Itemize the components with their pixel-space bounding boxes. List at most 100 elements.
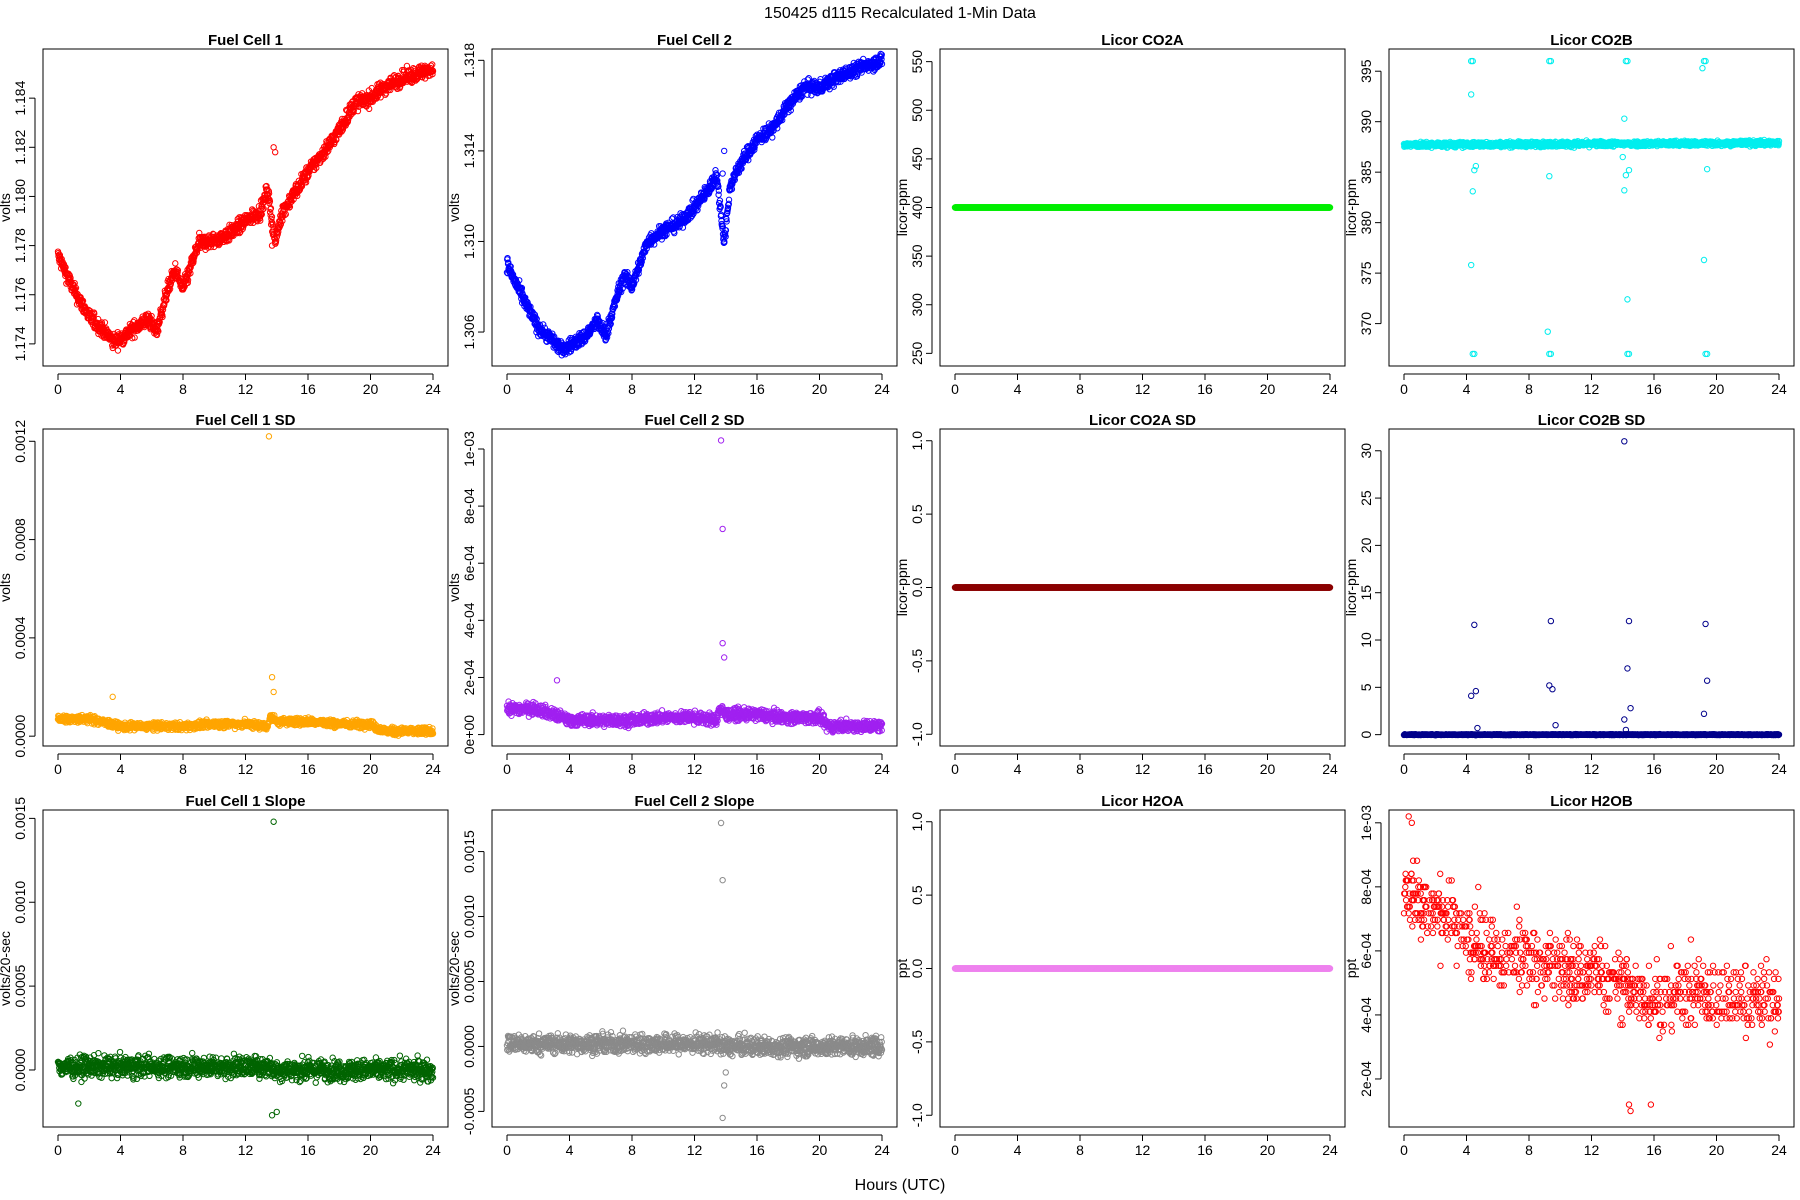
y-tick-label: 500 bbox=[909, 98, 925, 122]
data-point bbox=[805, 75, 812, 82]
data-point bbox=[333, 136, 340, 144]
data-point bbox=[725, 200, 732, 208]
data-point bbox=[156, 318, 163, 326]
data-point bbox=[787, 107, 794, 114]
data-point bbox=[721, 230, 729, 237]
data-point bbox=[728, 185, 736, 193]
data-point bbox=[313, 164, 320, 172]
data-point bbox=[635, 270, 642, 277]
data-point bbox=[637, 261, 645, 268]
panel-title: Fuel Cell 1 bbox=[208, 32, 283, 49]
data-points bbox=[951, 204, 1334, 211]
data-point bbox=[65, 270, 72, 278]
data-point bbox=[715, 191, 722, 198]
data-point bbox=[277, 221, 285, 228]
data-points bbox=[1400, 57, 1783, 358]
x-tick-label: 4 bbox=[117, 381, 125, 397]
x-tick-label: 20 bbox=[363, 381, 379, 397]
y-axis-label: licor-ppm bbox=[894, 179, 910, 237]
y-tick-label: 450 bbox=[909, 147, 925, 171]
data-point bbox=[207, 243, 215, 251]
y-axis-label: volts bbox=[446, 193, 462, 222]
plot-frame bbox=[939, 48, 1346, 367]
x-tick-label: 12 bbox=[238, 381, 254, 397]
y-tick-label: 400 bbox=[909, 196, 925, 220]
data-point bbox=[769, 134, 776, 141]
data-point bbox=[131, 334, 138, 341]
data-point bbox=[268, 213, 276, 220]
data-point bbox=[1326, 204, 1334, 211]
y-tick-label: 1.310 bbox=[461, 224, 477, 259]
data-point bbox=[263, 182, 270, 190]
data-point bbox=[717, 203, 724, 211]
data-point bbox=[762, 135, 770, 142]
outlier-point bbox=[271, 149, 279, 156]
data-point bbox=[701, 195, 708, 202]
outlier-point bbox=[720, 238, 728, 245]
x-tick-label: 16 bbox=[749, 381, 765, 397]
y-tick-label: 1.182 bbox=[12, 130, 28, 165]
data-point bbox=[259, 206, 266, 213]
panel-title: Fuel Cell 2 bbox=[657, 32, 732, 49]
data-point bbox=[256, 214, 264, 222]
data-point bbox=[215, 241, 222, 249]
x-tick-label: 24 bbox=[874, 381, 890, 397]
data-point bbox=[313, 160, 320, 167]
panel-title: Licor CO2A bbox=[1101, 32, 1184, 49]
plot-frame bbox=[491, 48, 898, 367]
data-point bbox=[643, 245, 650, 252]
data-point bbox=[429, 61, 436, 68]
x-tick-label: 8 bbox=[1076, 381, 1084, 397]
data-point bbox=[608, 314, 616, 321]
data-point bbox=[101, 319, 109, 326]
data-point bbox=[429, 70, 436, 78]
data-point bbox=[365, 105, 373, 113]
data-point bbox=[617, 288, 625, 296]
data-point bbox=[91, 310, 98, 317]
y-axis-label: volts bbox=[0, 193, 13, 222]
data-point bbox=[638, 258, 645, 266]
data-point bbox=[290, 196, 297, 203]
data-point bbox=[324, 148, 331, 156]
data-point bbox=[269, 221, 276, 228]
data-point bbox=[547, 333, 555, 341]
data-point bbox=[181, 283, 188, 290]
data-point bbox=[878, 60, 886, 68]
data-point bbox=[878, 51, 885, 58]
x-tick-label: 24 bbox=[1322, 381, 1338, 397]
data-point bbox=[260, 205, 267, 212]
data-point bbox=[723, 218, 730, 225]
x-tick-label: 12 bbox=[687, 381, 703, 397]
data-points bbox=[503, 50, 886, 359]
x-tick-label: 8 bbox=[179, 381, 187, 397]
figure-x-axis-label: Hours (UTC) bbox=[855, 1177, 946, 1194]
data-point bbox=[62, 264, 69, 271]
data-point bbox=[661, 232, 669, 240]
data-point bbox=[540, 321, 547, 328]
data-point bbox=[265, 188, 273, 195]
x-tick-label: 20 bbox=[1260, 381, 1276, 397]
data-point bbox=[55, 249, 62, 257]
data-point bbox=[725, 196, 733, 204]
data-point bbox=[184, 279, 191, 287]
data-point bbox=[287, 196, 295, 204]
y-tick-label: 1.178 bbox=[12, 228, 28, 263]
outlier-point bbox=[720, 147, 728, 155]
data-point bbox=[58, 255, 65, 263]
data-point bbox=[715, 187, 723, 194]
data-point bbox=[715, 183, 722, 190]
x-tick-label: 0 bbox=[503, 381, 511, 397]
y-tick-label: 1.176 bbox=[12, 277, 28, 312]
data-point bbox=[148, 312, 155, 320]
data-point bbox=[172, 260, 179, 267]
data-point bbox=[724, 204, 732, 212]
data-point bbox=[751, 146, 758, 154]
data-point bbox=[267, 205, 275, 212]
data-point bbox=[344, 117, 352, 124]
x-tick-label: 8 bbox=[628, 381, 636, 397]
data-points bbox=[54, 61, 437, 354]
